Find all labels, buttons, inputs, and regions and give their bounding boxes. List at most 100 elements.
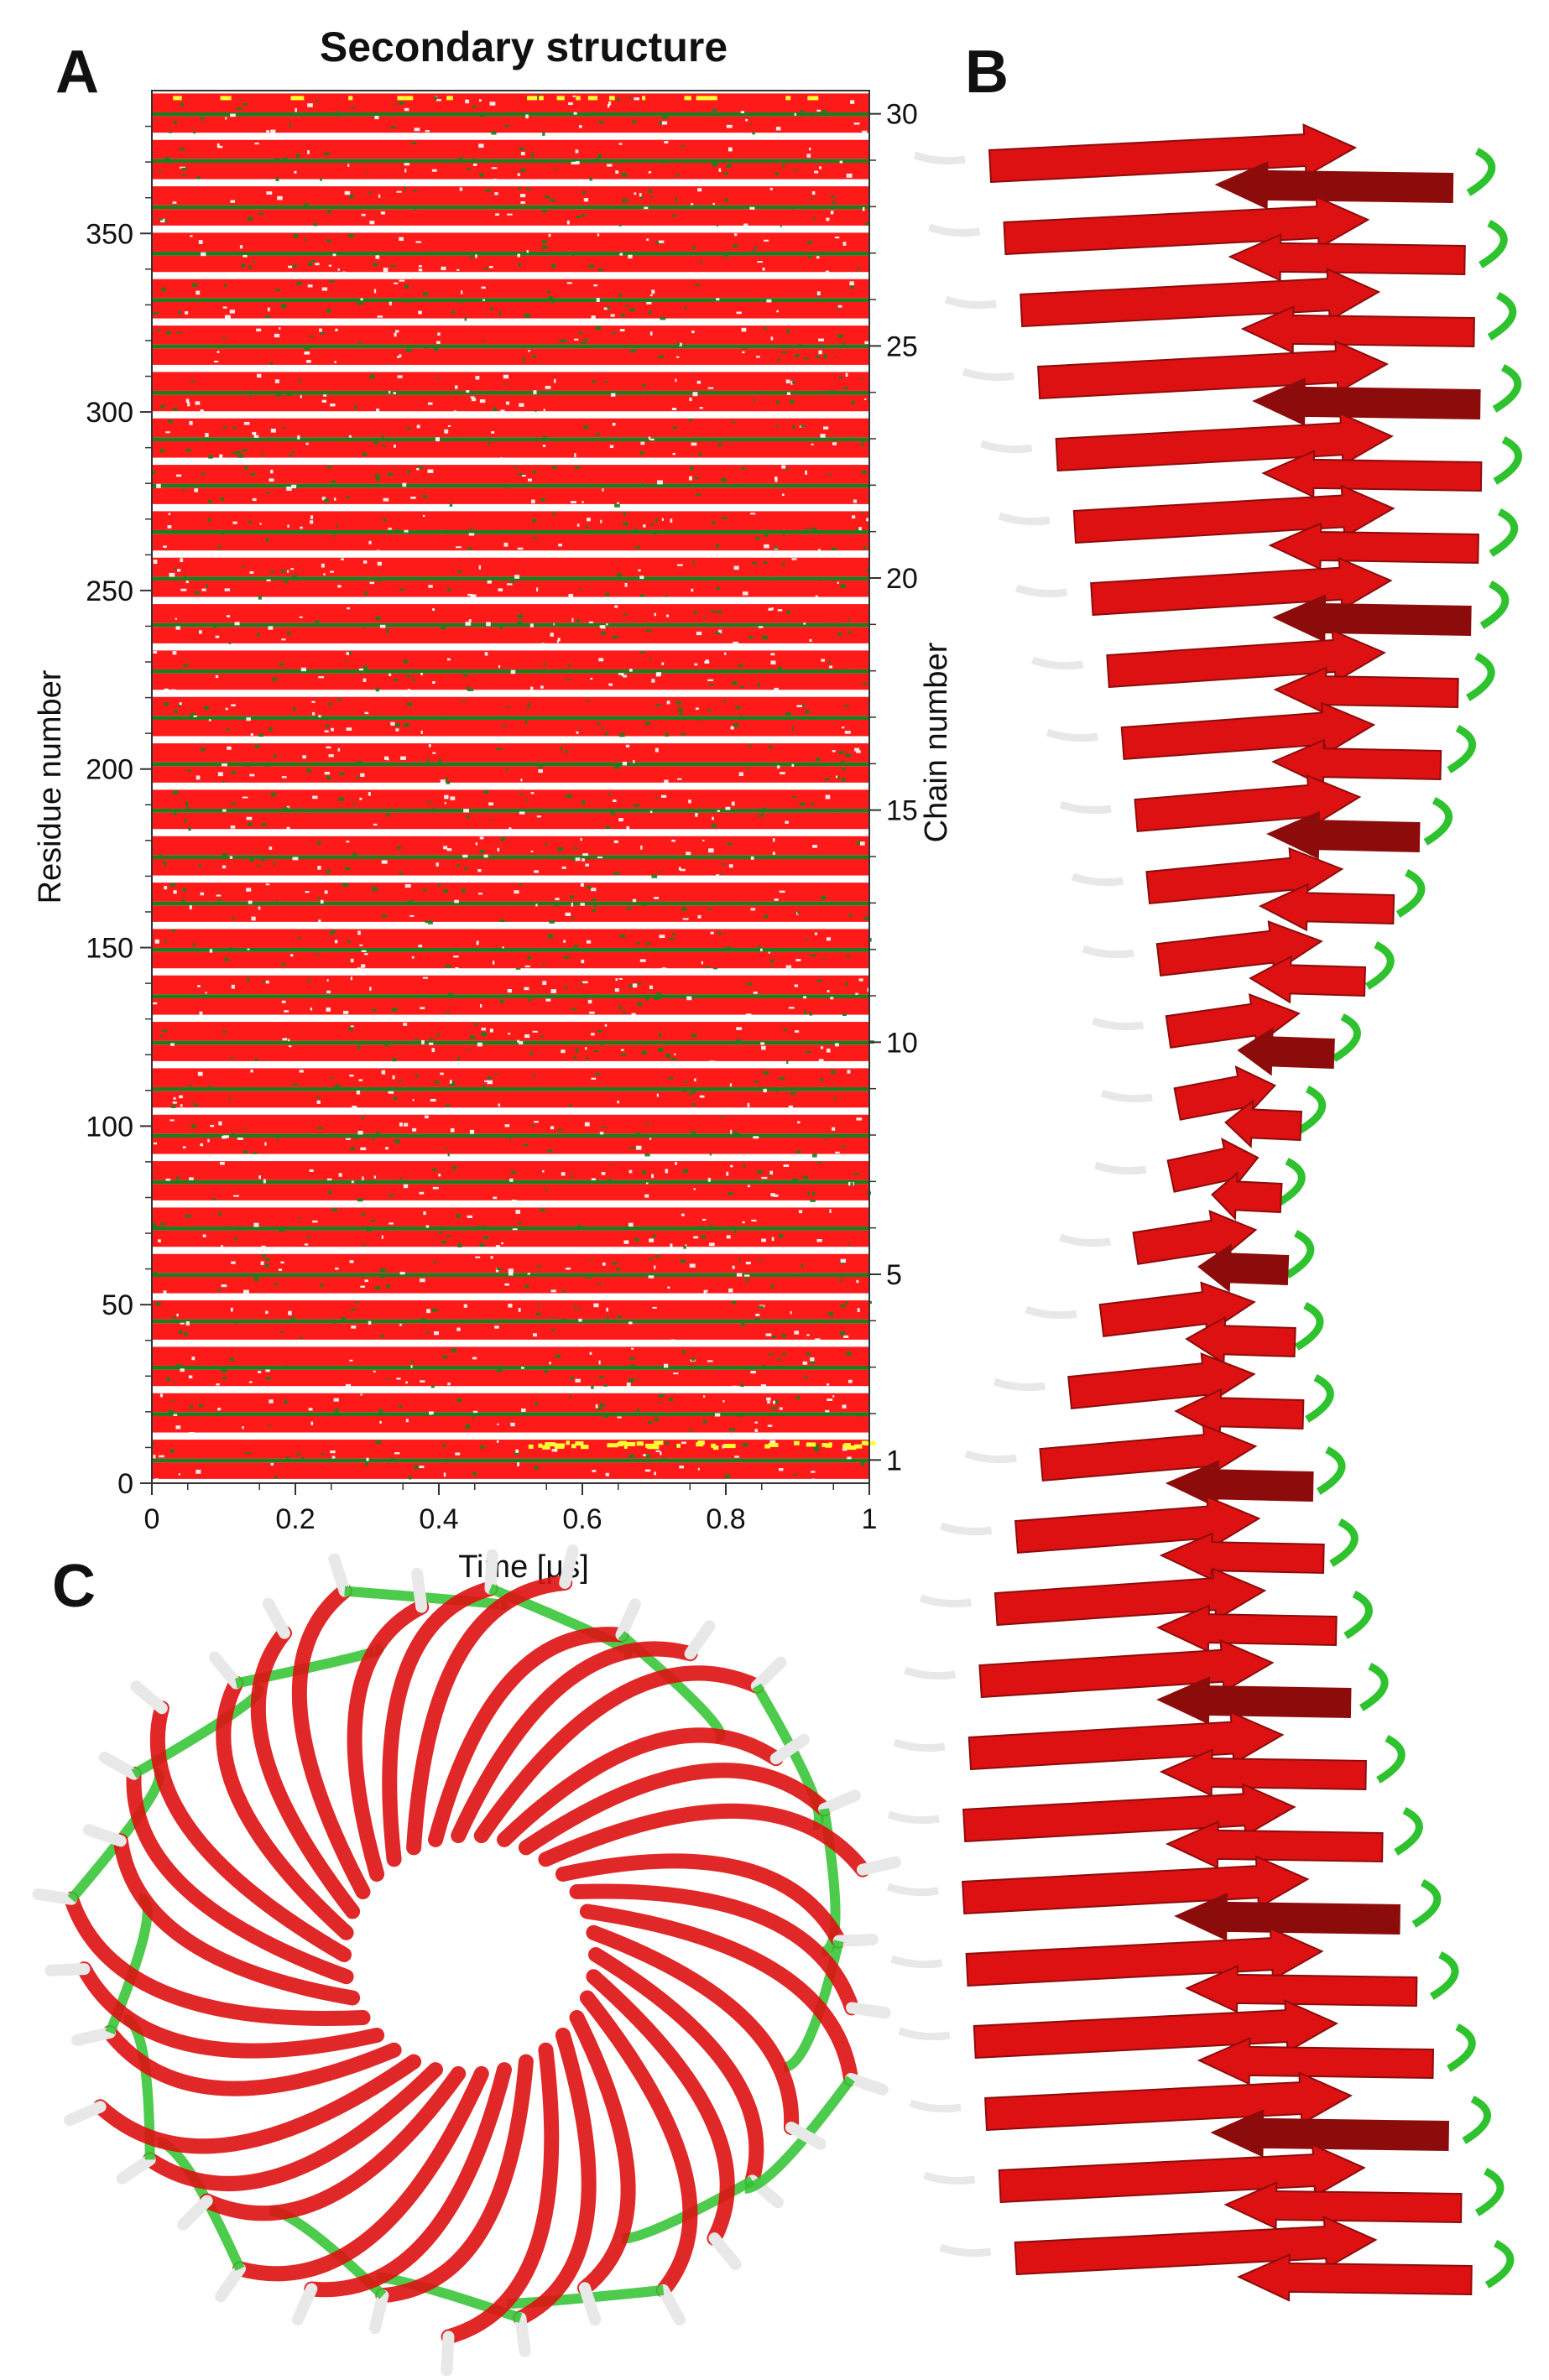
structure-speckle: [604, 1023, 608, 1027]
structure-speckle: [782, 164, 785, 169]
structure-speckle: [229, 1357, 234, 1362]
structure-speckle: [766, 299, 772, 303]
structure-speckle: [320, 899, 324, 904]
structure-speckle: [177, 569, 181, 572]
structure-speckle: [459, 187, 463, 191]
structure-speckle: [250, 472, 256, 476]
structure-speckle: [463, 809, 470, 813]
structure-speckle: [637, 1002, 643, 1007]
structure-speckle: [575, 857, 581, 862]
structure-band: [152, 858, 869, 876]
structure-speckle: [464, 867, 467, 871]
structure-speckle: [432, 807, 435, 810]
structure-speckle: [791, 206, 795, 210]
structure-speckle: [675, 342, 681, 346]
structure-speckle: [648, 1135, 653, 1138]
structure-speckle: [438, 883, 441, 888]
structure-speckle: [656, 672, 662, 676]
structure-speckle: [549, 919, 555, 924]
structure-speckle: [545, 195, 550, 199]
structure-speckle: [302, 755, 306, 759]
coil-tail: [928, 223, 981, 237]
structure-speckle: [524, 313, 530, 318]
structure-speckle: [360, 1285, 366, 1288]
structure-speckle: [386, 628, 389, 633]
structure-speckle: [311, 259, 316, 263]
structure-speckle: [266, 579, 271, 582]
structure-speckle: [655, 241, 661, 244]
structure-speckle: [691, 1131, 696, 1134]
structure-speckle: [361, 964, 366, 968]
structure-speckle: [446, 1011, 450, 1014]
bridge-patch: [294, 96, 305, 101]
structure-speckle: [326, 869, 331, 873]
structure-speckle: [389, 390, 391, 394]
chain-band: [152, 1440, 869, 1482]
structure-speckle: [393, 444, 396, 448]
structure-speckle: [607, 305, 610, 310]
ring-strand: [112, 1833, 361, 2006]
structure-speckle: [729, 1083, 733, 1087]
turn-loop: [1447, 724, 1476, 773]
structure-speckle: [231, 1133, 235, 1136]
structure-speckle: [628, 254, 633, 259]
ring-tail: [857, 1856, 901, 1876]
structure-speckle: [580, 837, 582, 841]
structure-speckle: [816, 256, 820, 259]
structure-speckle: [842, 1404, 847, 1409]
structure-speckle: [741, 1323, 745, 1327]
structure-speckle: [277, 195, 283, 201]
structure-speckle: [544, 1370, 549, 1373]
structure-speckle: [593, 284, 598, 287]
structure-speckle: [648, 171, 651, 174]
structure-speckle: [813, 170, 819, 174]
ring-layer: [347, 1567, 430, 1882]
structure-speckle: [655, 1450, 660, 1453]
structure-speckle: [774, 546, 779, 549]
structure-speckle: [479, 173, 484, 177]
structure-speckle: [591, 1385, 594, 1389]
structure-speckle: [435, 437, 441, 442]
structure-speckle: [681, 1441, 686, 1445]
x-axis: 0 0.2 0.4 0.6 0.8 1: [144, 1483, 877, 1535]
structure-speckle: [362, 624, 366, 628]
structure-speckle: [708, 683, 714, 686]
ring-tail: [177, 2195, 213, 2231]
structure-speckle: [791, 763, 795, 768]
structure-speckle: [519, 194, 526, 198]
structure-speckle: [265, 1369, 270, 1372]
structure-speckle: [605, 1472, 609, 1476]
structure-speckle: [572, 95, 576, 97]
structure-speckle: [481, 1027, 487, 1031]
structure-speckle: [639, 594, 645, 597]
beta-strand-arrow: [1224, 1099, 1303, 1148]
structure-speckle: [443, 846, 448, 850]
structure-speckle: [707, 708, 712, 712]
structure-speckle: [613, 840, 618, 844]
structure-speckle: [509, 827, 512, 831]
structure-speckle: [384, 1043, 389, 1047]
coil-tail: [1092, 1017, 1145, 1031]
structure-speckle: [595, 1404, 598, 1409]
structure-speckle: [756, 536, 759, 539]
structure-speckle: [759, 948, 763, 951]
structure-speckle: [596, 432, 601, 435]
structure-speckle: [842, 242, 847, 246]
structure-speckle: [457, 570, 462, 573]
fibril-layer: [890, 1927, 1459, 2013]
structure-speckle: [366, 1228, 372, 1232]
structure-speckle: [589, 1011, 595, 1014]
structure-speckle: [602, 1262, 606, 1266]
structure-speckle: [639, 651, 645, 654]
structure-speckle: [189, 420, 193, 425]
structure-speckle: [617, 1100, 619, 1104]
structure-speckle: [506, 583, 513, 586]
structure-speckle: [312, 1220, 318, 1223]
turn-loop: [1479, 219, 1508, 268]
structure-band: [152, 209, 869, 226]
structure-speckle: [816, 1459, 818, 1461]
structure-speckle: [700, 260, 702, 264]
structure-speckle: [671, 408, 677, 410]
structure-speckle: [324, 890, 328, 894]
structure-speckle: [183, 575, 186, 580]
